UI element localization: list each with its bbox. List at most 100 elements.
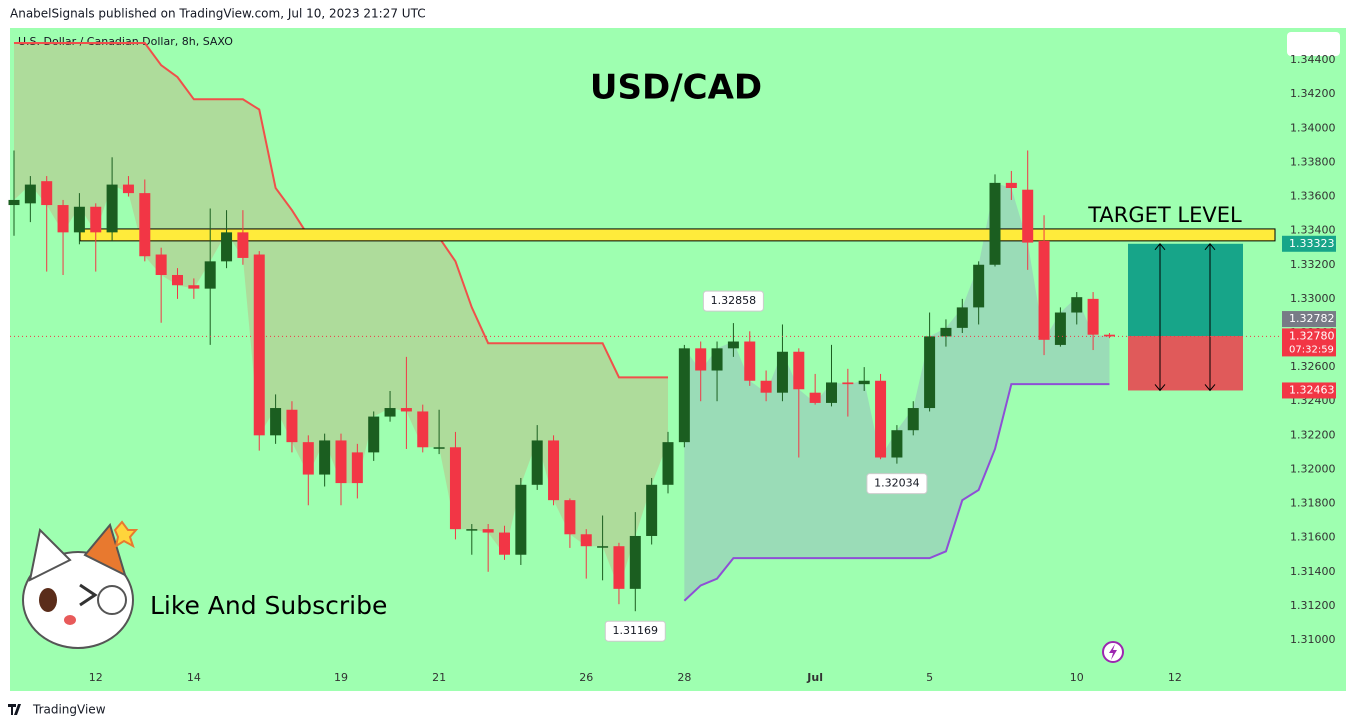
candle-body <box>564 500 576 535</box>
candle-body <box>875 380 887 458</box>
y-tick-label: 1.33800 <box>1290 155 1336 168</box>
target-box <box>1128 243 1243 337</box>
candle-body <box>253 254 265 436</box>
price-callout <box>702 290 764 312</box>
candle-body <box>302 442 314 475</box>
candle-body <box>384 408 396 417</box>
candle-body <box>613 546 625 589</box>
candle-body <box>711 348 723 371</box>
candle-body <box>580 534 592 547</box>
candle-body <box>809 392 821 403</box>
candle-body <box>319 440 331 475</box>
entry-badge <box>1282 311 1336 328</box>
candle-body <box>744 341 756 381</box>
x-tick-label: 28 <box>677 671 691 684</box>
last-badge <box>1282 328 1336 357</box>
candle-body <box>1087 298 1099 335</box>
last-badge-countdown: 07:32:59 <box>1289 344 1334 355</box>
candle-body <box>155 254 167 275</box>
chart-background <box>10 28 1346 691</box>
candle-body <box>1103 334 1115 337</box>
plot-layer: TARGET LEVEL 1.32858 1.31169 1.32034 <box>8 42 1282 642</box>
target-badge <box>1282 235 1336 252</box>
stop-box <box>1128 336 1243 391</box>
candle-body <box>956 307 968 328</box>
candle-body <box>172 274 183 286</box>
candle-body <box>548 440 560 501</box>
y-tick-label: 1.31600 <box>1290 531 1336 544</box>
y-tick-label: 1.31000 <box>1290 633 1336 646</box>
y-tick-label: 1.33600 <box>1290 190 1336 203</box>
candle-body <box>417 411 429 448</box>
candle-body <box>760 380 772 393</box>
candle-body <box>678 348 690 443</box>
indicator-fill <box>684 182 1110 601</box>
x-tick-label: 12 <box>1168 671 1182 684</box>
candle-body <box>1038 240 1050 340</box>
candle-body <box>449 447 461 530</box>
x-tick-label: 14 <box>187 671 201 684</box>
candle-body <box>237 232 249 258</box>
zone-label: TARGET LEVEL <box>1087 203 1242 227</box>
candle-body <box>989 182 1001 265</box>
candle-body <box>466 529 478 531</box>
y-tick-label: 1.32000 <box>1290 462 1336 475</box>
candle-body <box>188 285 200 289</box>
y-tick-label: 1.34000 <box>1290 121 1336 134</box>
candle-body <box>776 351 788 393</box>
arrow-head <box>1204 242 1216 392</box>
candle-body <box>8 199 20 206</box>
y-tick-label: 1.33200 <box>1290 258 1336 271</box>
x-tick-label: 21 <box>432 671 446 684</box>
candle-body <box>433 447 445 449</box>
last-badge-label: 1.32780 <box>1289 329 1335 342</box>
candle-body <box>629 535 641 589</box>
arrow-head <box>1154 242 1166 392</box>
x-tick-label: 5 <box>926 671 933 684</box>
price-callout-label: 1.32034 <box>874 477 920 490</box>
candle-body <box>842 382 854 385</box>
candle-body <box>90 206 102 233</box>
candle-body <box>826 382 837 403</box>
x-tick-label: 10 <box>1070 671 1084 684</box>
candle-body <box>907 408 919 431</box>
indicator-fill <box>14 43 668 589</box>
x-tick-label: 26 <box>579 671 593 684</box>
target-zone <box>79 228 1276 242</box>
candle-body <box>662 442 674 485</box>
candle-body <box>1022 189 1034 243</box>
candle-body <box>335 440 347 484</box>
candle-body <box>400 408 412 412</box>
candle-body <box>940 327 952 337</box>
candle-body <box>351 452 363 484</box>
candle-body <box>41 181 53 206</box>
candle-body <box>24 184 36 204</box>
symbol: U.S. Dollar / Canadian Dollar, 8h, SAXO <box>18 35 233 48</box>
price-callout <box>866 473 928 495</box>
y-tick-label: 1.32600 <box>1290 360 1336 373</box>
candle-body <box>286 409 298 443</box>
price-callout <box>604 620 666 642</box>
stop-badge <box>1282 382 1336 399</box>
entry-badge-label: 1.32782 <box>1289 312 1335 325</box>
x-tick-label: Jul <box>806 671 823 684</box>
publisher: AnabelSignals published on TradingView.c… <box>10 7 426 21</box>
alert-icon[interactable] <box>1102 641 1124 663</box>
candle-body <box>482 529 494 533</box>
y-tick-label: 1.33400 <box>1290 224 1336 237</box>
y-tick-label: 1.33000 <box>1290 292 1336 305</box>
candle-body <box>515 484 527 555</box>
candle-body <box>221 232 233 262</box>
candle-body <box>270 408 282 436</box>
candle-body <box>597 546 609 548</box>
candle-body <box>695 348 707 371</box>
candle-body <box>57 205 69 233</box>
caption: Like And Subscribe <box>150 591 387 620</box>
toolbar-button[interactable] <box>1287 32 1340 56</box>
candle-body <box>793 351 805 390</box>
sticker <box>22 520 139 649</box>
candle-body <box>531 440 543 485</box>
candle-body <box>1005 182 1017 188</box>
price-callout-label: 1.32858 <box>711 294 757 307</box>
